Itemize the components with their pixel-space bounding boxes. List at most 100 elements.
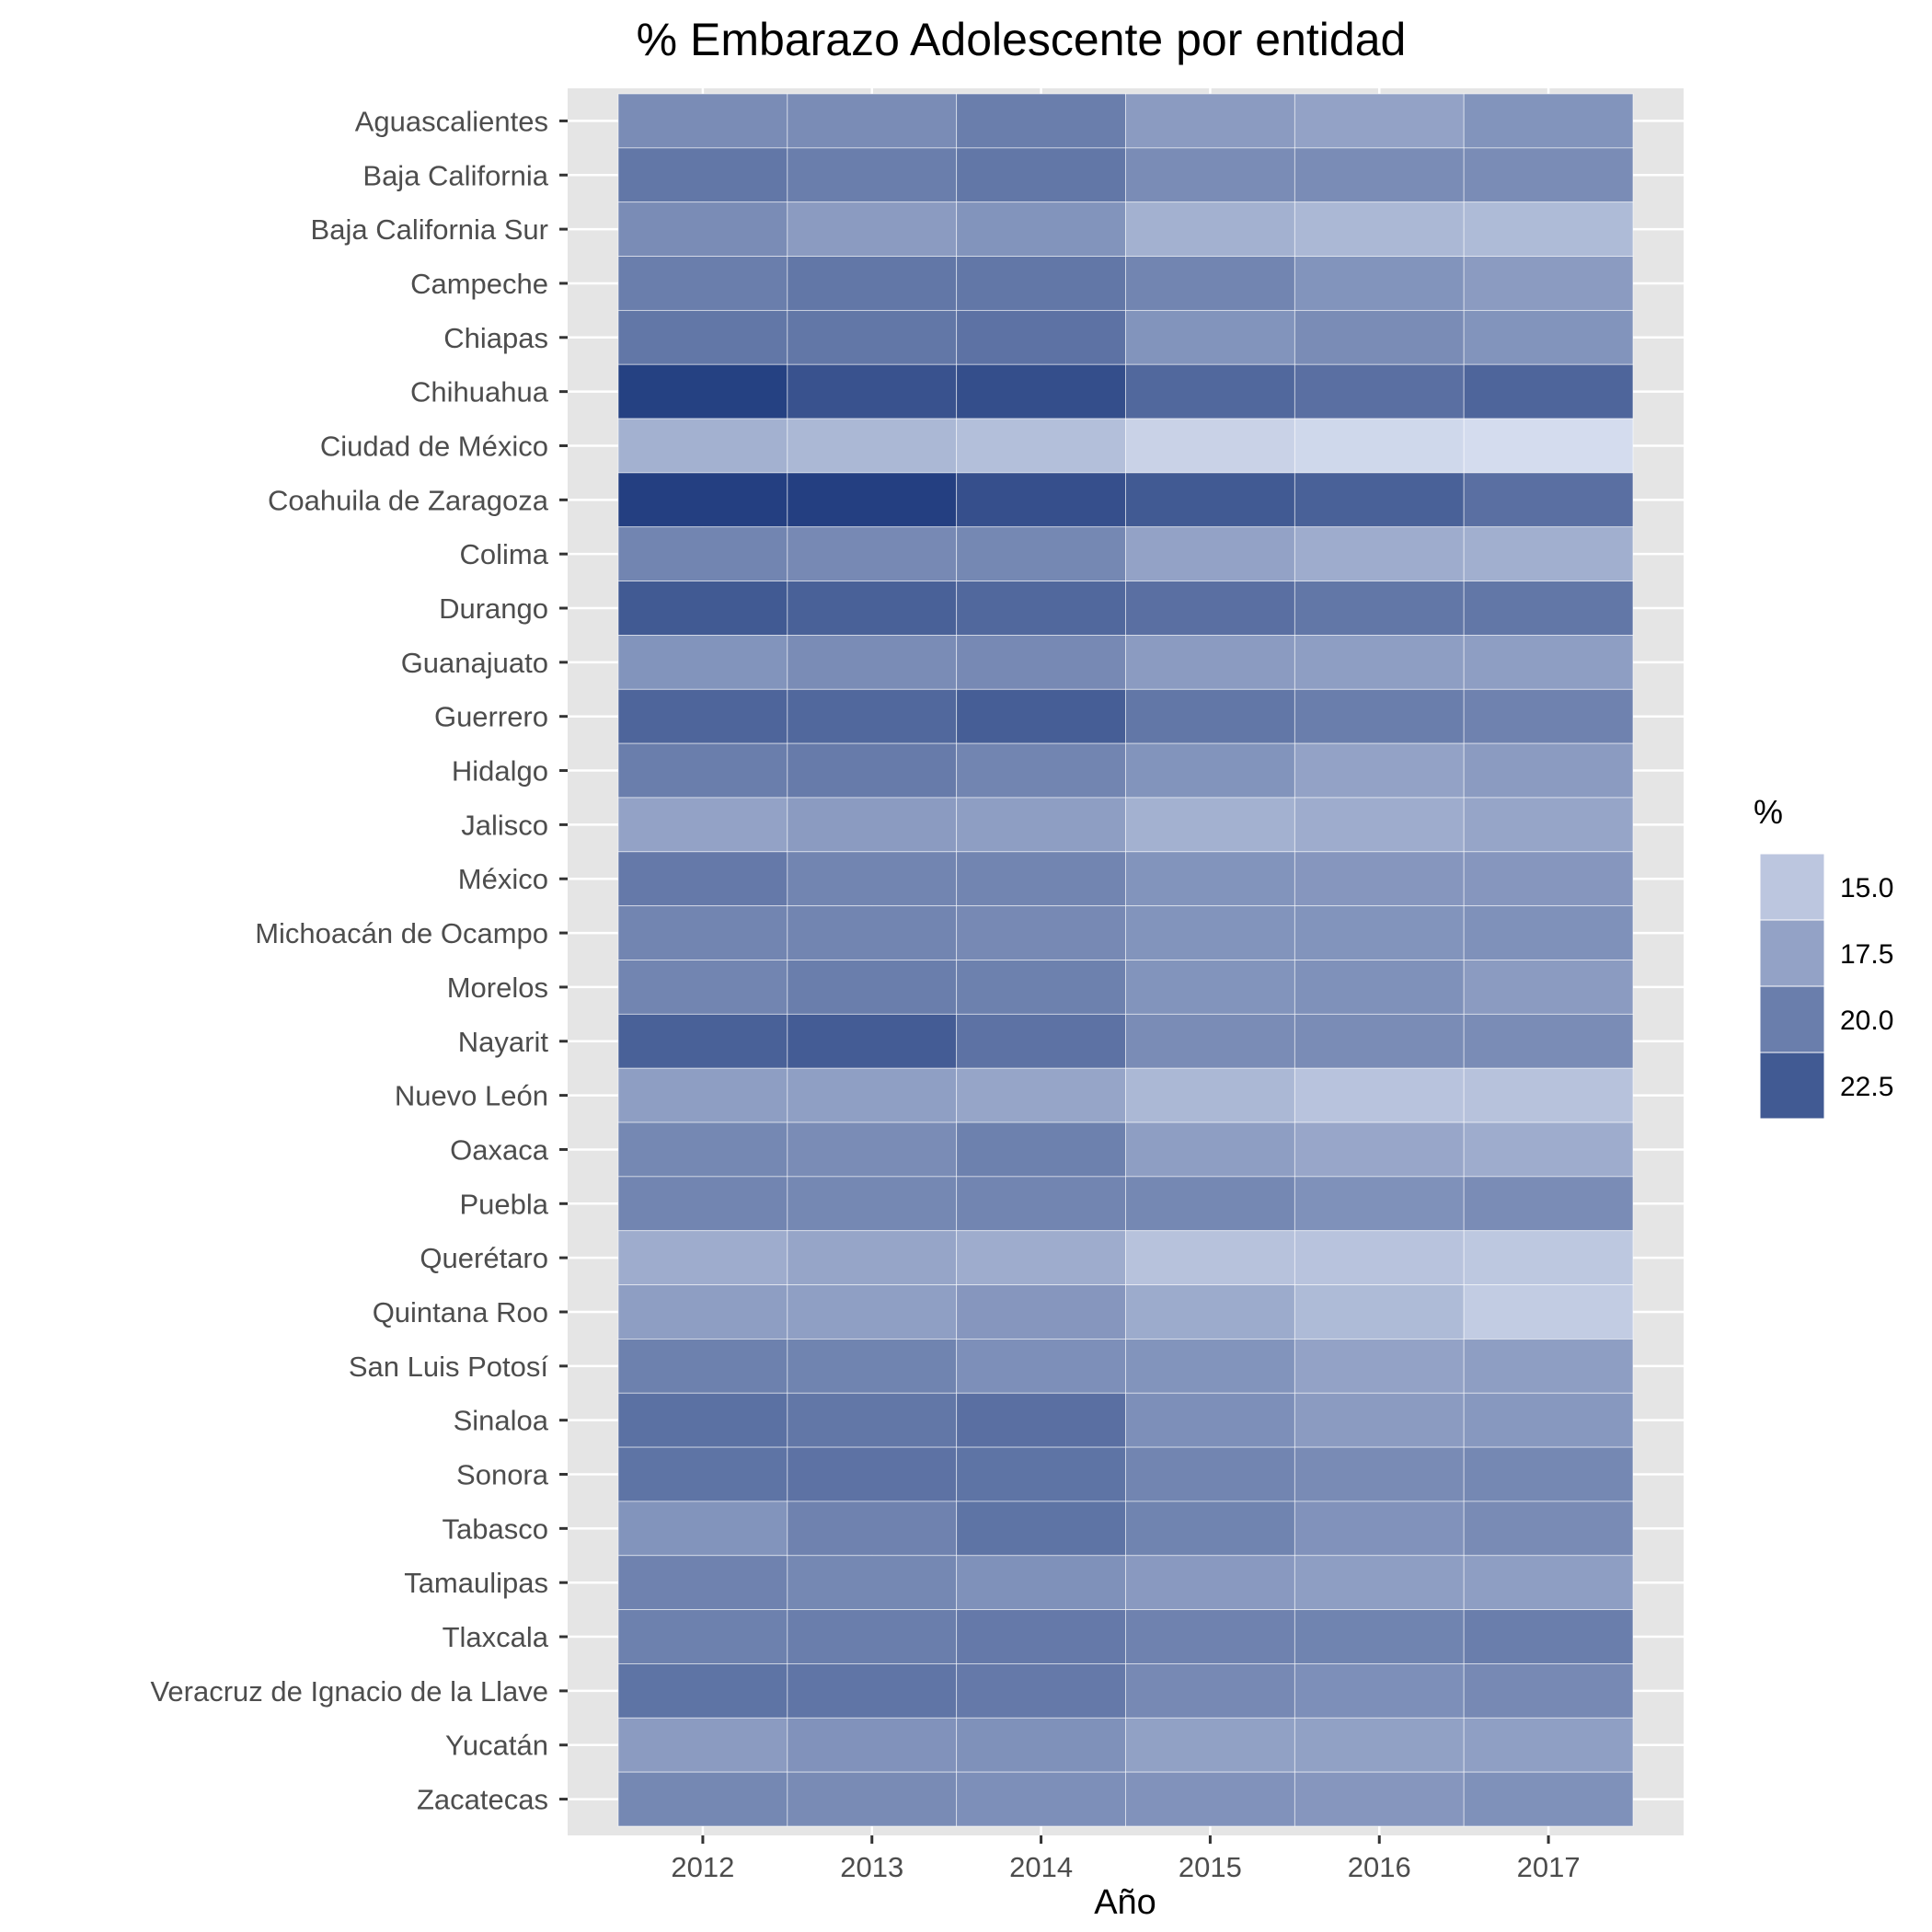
legend-key	[1759, 919, 1825, 987]
x-tick-label: 2016	[1348, 1851, 1411, 1883]
heatmap-cell	[787, 1663, 958, 1719]
heatmap-cell	[787, 1121, 958, 1178]
heatmap-cell	[1294, 1392, 1465, 1448]
heatmap-cell	[1294, 581, 1465, 636]
chart-title: % Embarazo Adolescente por entidad	[637, 14, 1407, 65]
x-tick-label: 2012	[671, 1851, 734, 1883]
heatmap-cell	[1125, 581, 1295, 636]
heatmap-cell	[1294, 635, 1465, 690]
heatmap-cell	[1463, 1555, 1634, 1611]
heatmap-cell	[956, 309, 1126, 365]
heatmap-cell	[956, 93, 1126, 149]
heatmap-cell	[617, 309, 788, 365]
heatmap-cell	[617, 1392, 788, 1448]
legend-label: 20.0	[1840, 1006, 1893, 1036]
heatmap-cell	[1125, 1609, 1295, 1664]
heatmap-cell	[1294, 472, 1465, 528]
x-tick-label: 2014	[1009, 1851, 1073, 1883]
heatmap-cell	[1294, 1121, 1465, 1178]
y-tick-label: Colima	[460, 538, 549, 570]
heatmap-cell	[617, 851, 788, 907]
heatmap-cell	[617, 960, 788, 1015]
heatmap-cell	[1463, 1446, 1634, 1502]
heatmap-cell	[1294, 905, 1465, 960]
heatmap-cell	[1463, 1230, 1634, 1285]
heatmap-cell	[617, 1013, 788, 1069]
heatmap-cell	[1125, 1339, 1295, 1394]
y-tick-label: Nayarit	[458, 1026, 549, 1058]
heatmap-cell	[617, 635, 788, 690]
y-tick-label: Michoacán de Ocampo	[255, 917, 548, 949]
heatmap-cell	[1294, 363, 1465, 420]
heatmap-cell	[617, 1501, 788, 1557]
heatmap-cell	[1463, 1663, 1634, 1719]
heatmap-cell	[1294, 1663, 1465, 1719]
heatmap-cell	[1294, 1446, 1465, 1502]
heatmap-cell	[787, 1392, 958, 1448]
heatmap-cell	[617, 1555, 788, 1611]
heatmap-cell	[956, 1717, 1126, 1773]
heatmap-cell	[956, 418, 1126, 474]
heatmap-cell	[617, 1771, 788, 1827]
legend-label: 22.5	[1840, 1072, 1893, 1102]
heatmap-cell	[1463, 1121, 1634, 1178]
heatmap-cell	[787, 581, 958, 636]
heatmap-cell	[956, 363, 1126, 420]
heatmap-cell	[1294, 851, 1465, 907]
y-tick-label: Baja California	[362, 159, 548, 191]
heatmap-cell	[956, 688, 1126, 744]
heatmap-cell	[1294, 1555, 1465, 1611]
y-tick-label: Tabasco	[443, 1512, 548, 1545]
heatmap-cell	[1463, 309, 1634, 365]
heatmap-cell	[787, 309, 958, 365]
heatmap-cell	[617, 688, 788, 744]
legend-key	[1759, 985, 1825, 1053]
y-tick-label: Jalisco	[461, 809, 548, 841]
heatmap-cell	[617, 147, 788, 203]
heatmap-cell	[1463, 363, 1634, 420]
heatmap-cell	[1294, 1067, 1465, 1123]
heatmap-cell	[1125, 960, 1295, 1015]
heatmap-cell	[1125, 1392, 1295, 1448]
heatmap-cell	[787, 1501, 958, 1557]
heatmap-cell	[617, 1717, 788, 1773]
heatmap-cell	[1125, 851, 1295, 907]
heatmap-cell	[1125, 1067, 1295, 1123]
heatmap-cell	[956, 1555, 1126, 1611]
legend-label: 15.0	[1840, 873, 1893, 903]
heatmap-cell	[956, 1176, 1126, 1232]
heatmap-cell	[1125, 742, 1295, 799]
heatmap-cell	[956, 1771, 1126, 1827]
y-tick-label: Sonora	[456, 1459, 549, 1491]
y-tick-label: Quintana Roo	[373, 1296, 548, 1328]
heatmap-cell	[1294, 1609, 1465, 1664]
heatmap-cell	[1294, 1230, 1465, 1285]
heatmap-cell	[1125, 309, 1295, 365]
heatmap-cell	[1294, 147, 1465, 203]
heatmap-cell	[787, 1717, 958, 1773]
heatmap-cell	[617, 472, 788, 528]
heatmap-cell	[1294, 1717, 1465, 1773]
heatmap-cell	[956, 147, 1126, 203]
heatmap-cell	[1463, 418, 1634, 474]
heatmap-cell	[787, 905, 958, 960]
y-tick-label: Yucatán	[445, 1730, 548, 1762]
y-tick-label: Zacatecas	[417, 1784, 548, 1816]
heatmap-cell	[1125, 1176, 1295, 1232]
heatmap-cell	[617, 256, 788, 311]
x-tick-label: 2013	[840, 1851, 903, 1883]
heatmap-cell	[1463, 472, 1634, 528]
x-tick-label: 2015	[1179, 1851, 1242, 1883]
heatmap-cell	[1463, 851, 1634, 907]
heatmap-cell	[617, 1446, 788, 1502]
heatmap-cell	[617, 1609, 788, 1664]
heatmap-cell	[617, 1230, 788, 1285]
heatmap-cell	[1463, 742, 1634, 799]
heatmap-cell	[1463, 201, 1634, 257]
heatmap-cell	[1294, 309, 1465, 365]
heatmap-cell	[787, 147, 958, 203]
heatmap-cell	[1294, 418, 1465, 474]
heatmap-cell	[1463, 1067, 1634, 1123]
